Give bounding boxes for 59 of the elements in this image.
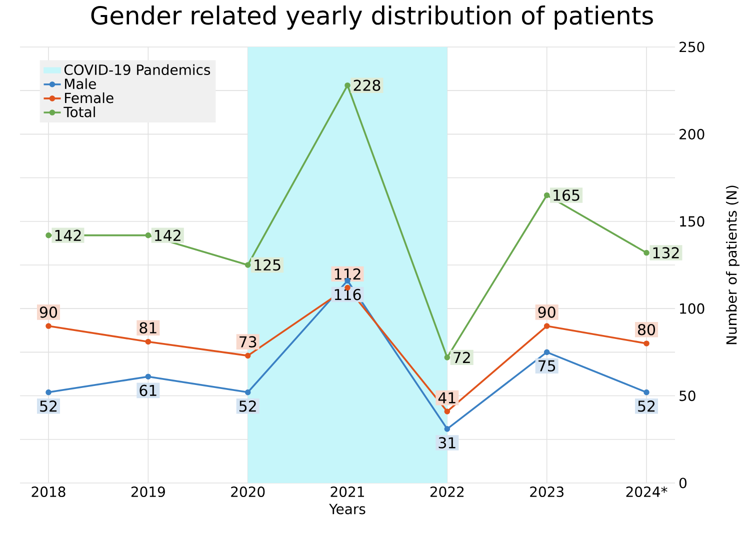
x-axis-title: Years bbox=[329, 504, 366, 514]
point bbox=[644, 340, 650, 346]
data-label: 80 bbox=[638, 324, 656, 336]
data-label: 125 bbox=[254, 259, 280, 271]
y-axis-title: Number of patients (N) bbox=[726, 186, 740, 344]
data-label: 72 bbox=[454, 352, 470, 363]
y-tick-label: 50 bbox=[680, 390, 696, 402]
legend-label: Female bbox=[65, 92, 114, 104]
band-label: COVID-19 Pandemics bbox=[64, 64, 210, 76]
data-label: 116 bbox=[334, 288, 361, 300]
point bbox=[544, 323, 550, 329]
data-label: 31 bbox=[438, 437, 456, 448]
point bbox=[544, 192, 550, 198]
data-label: 41 bbox=[438, 392, 456, 404]
y-tick-label: 250 bbox=[680, 42, 704, 52]
data-label: 75 bbox=[538, 360, 556, 372]
point bbox=[444, 408, 450, 414]
x-tick-label: 2018 bbox=[32, 486, 66, 498]
point bbox=[46, 389, 52, 396]
data-label: 61 bbox=[140, 384, 156, 396]
point bbox=[46, 232, 52, 238]
data-label: 90 bbox=[40, 306, 58, 318]
data-label: 165 bbox=[554, 190, 580, 201]
point bbox=[244, 389, 251, 396]
point bbox=[444, 354, 450, 360]
point bbox=[145, 338, 152, 345]
x-tick-label: 2019 bbox=[131, 486, 165, 498]
point bbox=[145, 232, 152, 238]
point bbox=[644, 250, 650, 256]
data-label: 228 bbox=[354, 80, 380, 92]
data-label: 132 bbox=[653, 247, 679, 258]
point bbox=[244, 262, 251, 268]
legend-label: Total bbox=[64, 106, 95, 118]
point bbox=[544, 349, 550, 356]
point bbox=[644, 389, 650, 396]
data-label: 81 bbox=[140, 322, 156, 334]
data-label: 52 bbox=[239, 400, 256, 412]
y-tick-label: 100 bbox=[680, 303, 704, 314]
y-tick-label: 200 bbox=[680, 128, 704, 140]
data-label: 52 bbox=[40, 400, 57, 412]
point bbox=[244, 352, 251, 359]
data-label: 142 bbox=[55, 230, 81, 241]
data-label: 52 bbox=[638, 400, 655, 412]
point bbox=[46, 323, 52, 329]
data-label: 142 bbox=[155, 230, 180, 241]
x-tick-label: 2023 bbox=[530, 486, 564, 498]
y-tick-label: 150 bbox=[680, 216, 704, 227]
point bbox=[344, 82, 350, 88]
point bbox=[444, 426, 450, 432]
legend-label: Male bbox=[65, 78, 96, 90]
point bbox=[145, 374, 152, 380]
x-tick-label: 2024* bbox=[626, 486, 668, 498]
x-tick-label: 2022 bbox=[430, 486, 464, 498]
x-tick-label: 2020 bbox=[231, 486, 265, 498]
chart-title: Gender related yearly distribution of patients bbox=[91, 6, 653, 30]
x-tick-label: 2021 bbox=[330, 486, 364, 498]
data-label: 90 bbox=[538, 306, 556, 318]
data-label: 73 bbox=[240, 336, 256, 348]
y-tick-label: 0 bbox=[679, 478, 686, 488]
